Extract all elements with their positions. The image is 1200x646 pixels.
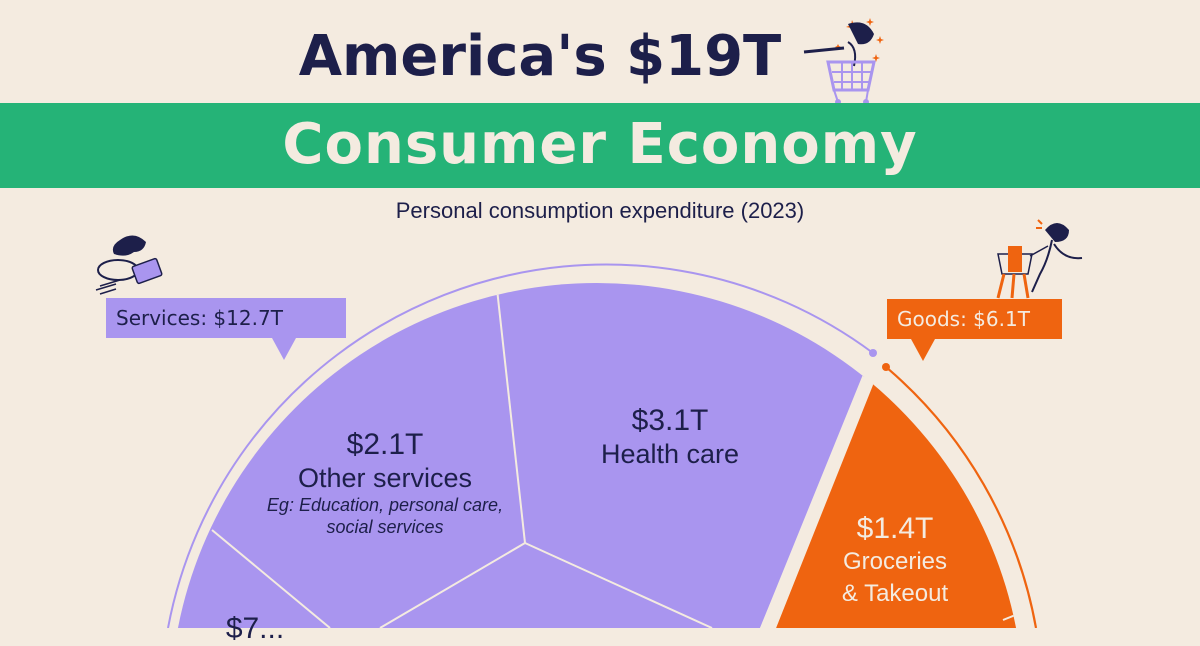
services-callout: Services: $12.7T (106, 298, 346, 360)
title-line-2: Consumer Economy (282, 112, 918, 177)
goods-arc-dot (882, 363, 890, 371)
slice-value: $2.1T (346, 428, 424, 461)
subtitle: Personal consumption expenditure (2023) (395, 198, 805, 223)
callout-tail (272, 338, 296, 360)
title-band (0, 103, 1200, 188)
pie-chart (167, 263, 1038, 628)
slice-label-other-services: $2.1T Other services Eg: Education, pers… (255, 428, 515, 538)
goods-callout-text: Goods: $6.1T (897, 307, 1030, 331)
slice-note: Eg: Education, personal care, social ser… (266, 495, 504, 537)
slice-label-groceries: $1.4T Groceries & Takeout (790, 512, 1000, 610)
slice-name: Other services (297, 463, 473, 493)
slice-value: $7... (225, 612, 285, 645)
running-with-cart-icon (996, 219, 1083, 299)
goods-arc-line (885, 366, 1038, 628)
slice-value: $3.1T (631, 404, 709, 437)
services-arc-line (167, 263, 874, 628)
slice-name: & Takeout (841, 580, 949, 607)
slice-name: Groceries (842, 548, 948, 575)
slice-label-cut-off: $7... (200, 612, 310, 646)
title-line-1: America's $19T (298, 24, 782, 89)
services-callout-text: Services: $12.7T (116, 306, 283, 330)
slice-label-health-care: $3.1T Health care (540, 404, 800, 470)
callout-tail (911, 339, 935, 361)
goods-callout: Goods: $6.1T (887, 299, 1062, 361)
credit-card-person-icon (95, 235, 163, 295)
services-arc-dot (869, 349, 877, 357)
slice-name: Health care (600, 439, 740, 469)
slice-value: $1.4T (856, 512, 934, 545)
